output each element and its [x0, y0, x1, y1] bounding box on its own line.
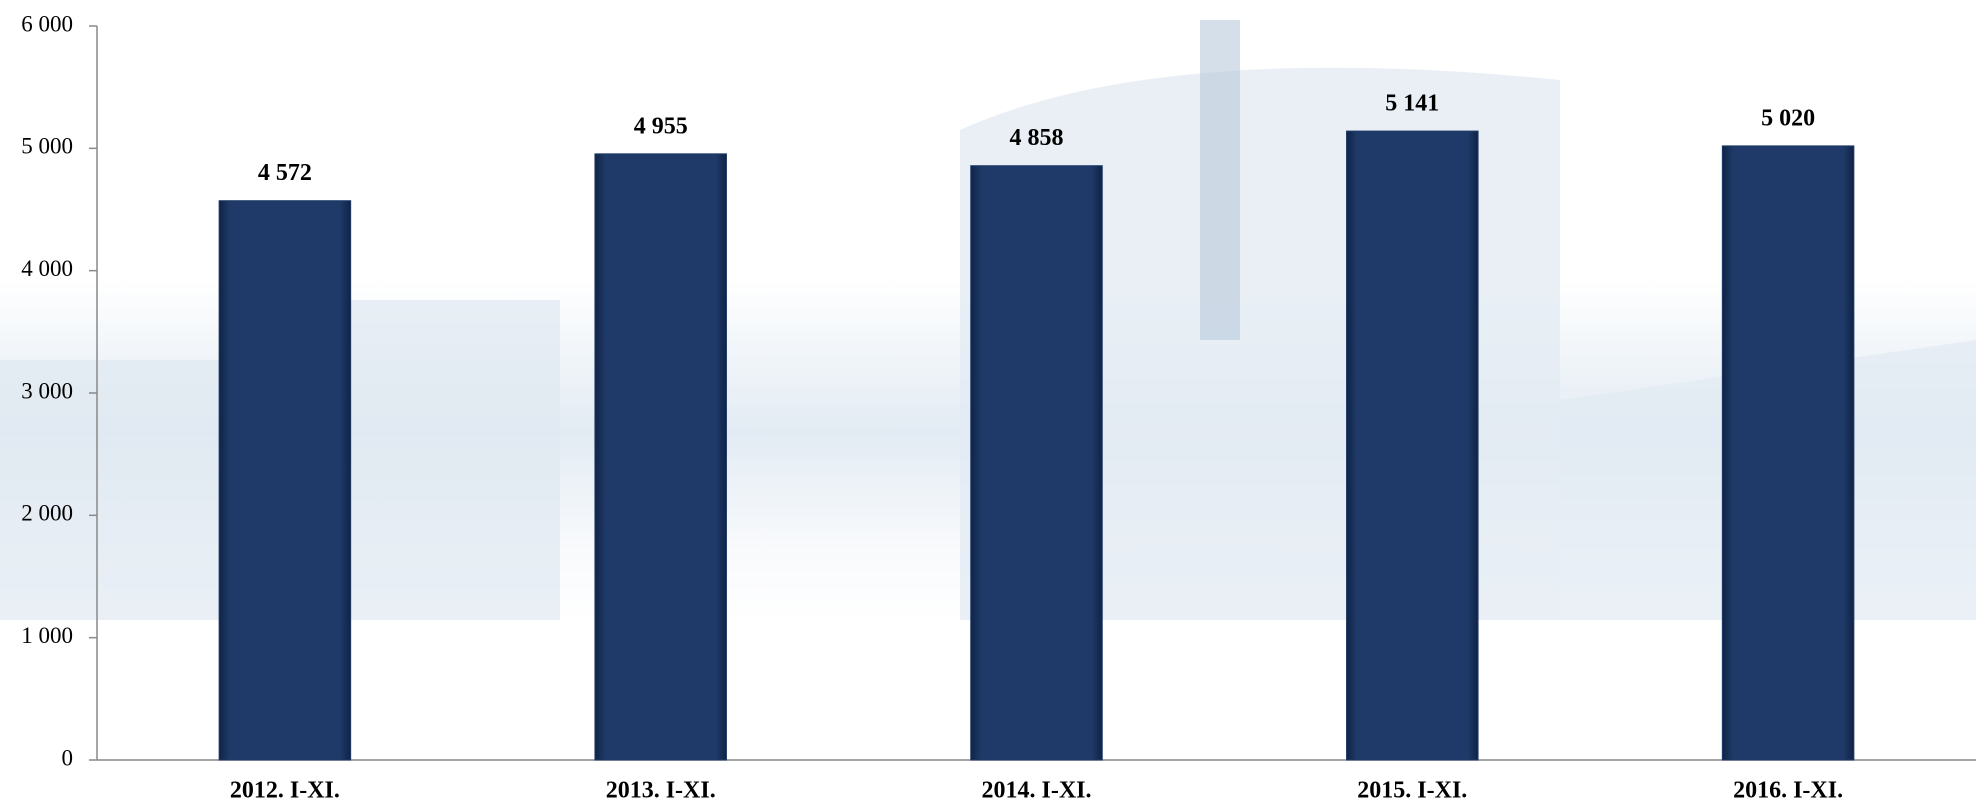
y-tick-label: 4 000 — [21, 256, 73, 281]
bar — [1346, 130, 1479, 761]
x-tick-label: 2013. I-XI. — [606, 778, 716, 804]
bar — [594, 153, 727, 761]
value-label: 5 141 — [1385, 91, 1439, 117]
y-tick-label: 6 000 — [21, 11, 73, 36]
bar — [970, 165, 1103, 761]
x-tick-label: 2014. I-XI. — [981, 778, 1091, 804]
y-tick-label: 5 000 — [21, 134, 73, 159]
bar — [218, 200, 352, 761]
x-tick-label: 2015. I-XI. — [1357, 778, 1467, 804]
x-tick-label: 2012. I-XI. — [230, 778, 340, 804]
x-tick-label: 2016. I-XI. — [1733, 778, 1843, 804]
value-label: 4 955 — [634, 113, 688, 139]
y-tick-label: 3 000 — [21, 378, 73, 403]
bar — [1721, 145, 1855, 761]
y-tick-label: 2 000 — [21, 501, 73, 526]
value-label: 4 572 — [258, 160, 312, 186]
value-label: 5 020 — [1761, 105, 1815, 131]
y-tick-label: 0 — [62, 745, 74, 770]
value-label: 4 858 — [1010, 125, 1064, 151]
y-tick-label: 1 000 — [21, 623, 73, 648]
